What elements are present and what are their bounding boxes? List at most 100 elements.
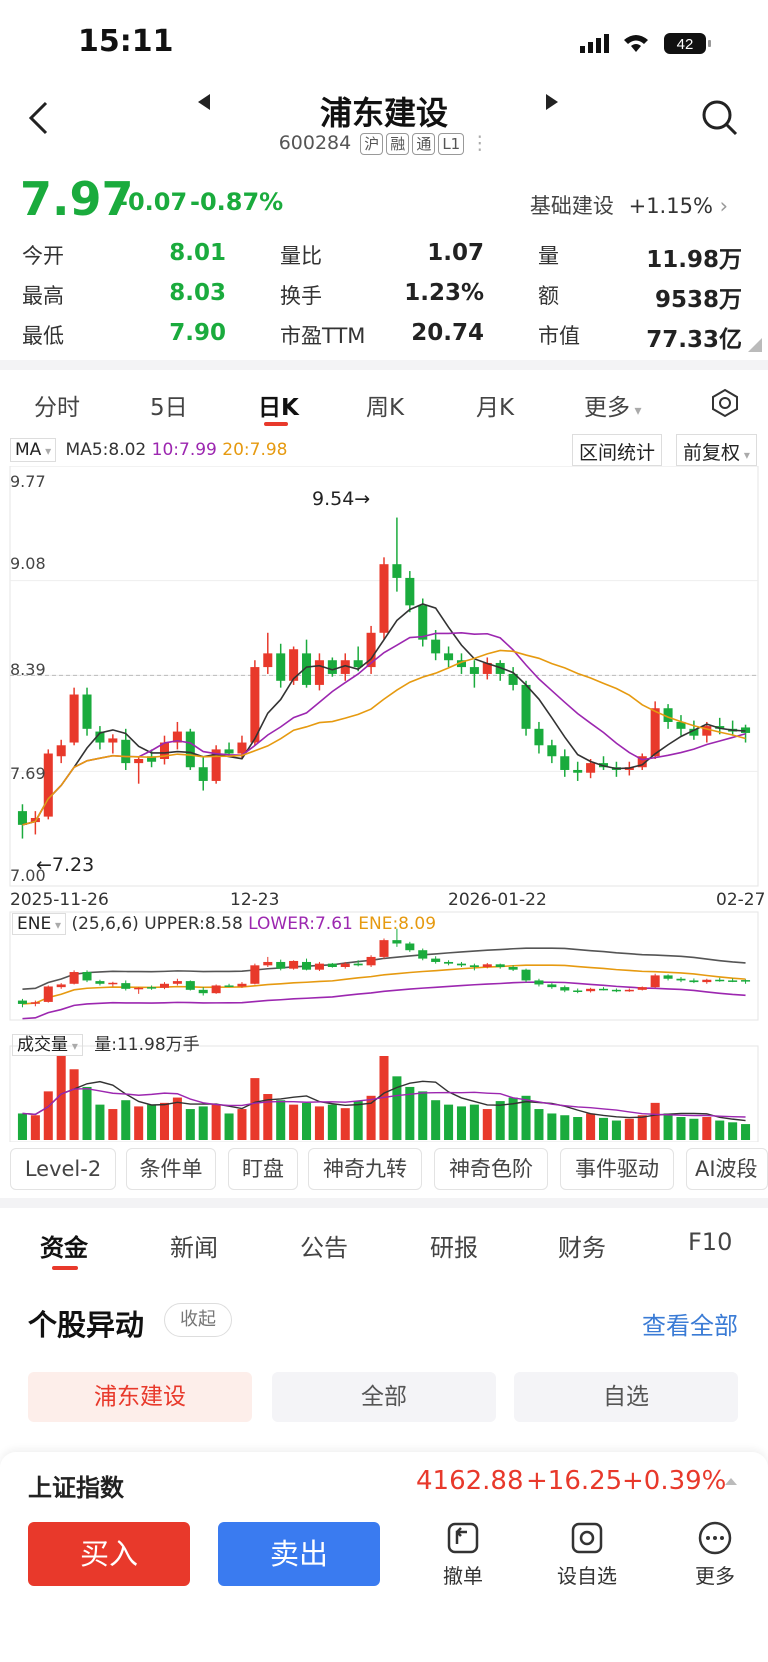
cellular-wifi-battery-icon: 42 [580, 33, 711, 54]
tab-weekly-k[interactable]: 周K [366, 395, 405, 421]
current-price: 7.97 [20, 172, 134, 226]
sector-link[interactable]: 基础建设 +1.15% › [530, 190, 728, 220]
ma10-value: 10:7.99 [151, 440, 217, 460]
ene-candle-body [289, 960, 299, 969]
tab-monthly-k[interactable]: 月K [476, 395, 515, 421]
tag-margin: 融 [386, 133, 410, 155]
tab-f10[interactable]: F10 [688, 1228, 733, 1256]
tab-announcements[interactable]: 公告 [300, 1234, 348, 1262]
view-all-link[interactable]: 查看全部 [642, 1312, 738, 1340]
more-dots-icon[interactable]: ⋮ [470, 132, 490, 154]
axis-label-bottom: 7.00 [10, 866, 46, 885]
adjust-button[interactable]: 前复权 ▾ [676, 434, 757, 466]
ene-candle-body [17, 1000, 27, 1004]
divider [0, 360, 768, 370]
stat-label-low: 最低 [22, 324, 64, 348]
tab-research[interactable]: 研报 [430, 1234, 478, 1262]
ene-candle-body [624, 989, 634, 992]
filter-stock[interactable]: 浦东建设 [28, 1372, 252, 1422]
tool-magic-nine[interactable]: 神奇九转 [308, 1148, 422, 1190]
ene-selector[interactable]: ENE ▾ [12, 913, 67, 935]
candle-body [663, 708, 673, 722]
tab-funds[interactable]: 资金 [40, 1234, 88, 1262]
prev-stock-icon[interactable] [196, 92, 212, 112]
volume-bar [624, 1118, 634, 1140]
axis-label-4: 7.69 [10, 764, 46, 783]
sector-change: +1.15% [628, 194, 713, 218]
volume-bar [198, 1106, 208, 1140]
settings-hex-icon[interactable] [710, 388, 740, 418]
cancel-order-button[interactable]: 撤单 [418, 1520, 508, 1589]
range-stats-button[interactable]: 区间统计 [572, 434, 663, 466]
tab-daily-k[interactable]: 日K [258, 395, 299, 421]
buy-button[interactable]: 买入 [28, 1522, 190, 1586]
volume-bar [276, 1100, 286, 1140]
volume-bar [211, 1104, 221, 1140]
index-bar[interactable]: 上证指数 4162.88 +16.25 +0.39% [0, 1452, 768, 1512]
volume-bar [611, 1120, 621, 1140]
sell-button[interactable]: 卖出 [218, 1522, 380, 1586]
next-stock-icon[interactable] [544, 92, 560, 112]
volume-bar [108, 1109, 118, 1140]
stat-label-open: 今开 [22, 244, 64, 268]
ene-candle-body [689, 980, 699, 983]
volume-bar [728, 1122, 738, 1140]
tool-condition-order[interactable]: 条件单 [126, 1148, 216, 1190]
ene-candle-body [134, 987, 144, 990]
volume-bar [95, 1104, 105, 1140]
kline-chart[interactable] [0, 466, 768, 1142]
axis-label-2: 9.08 [10, 554, 46, 573]
candle-body [95, 731, 105, 743]
volume-selector[interactable]: 成交量 ▾ [12, 1034, 83, 1056]
more-button[interactable]: 更多 [670, 1520, 760, 1589]
expand-corner-icon[interactable] [748, 338, 762, 352]
tool-watch[interactable]: 盯盘 [228, 1148, 298, 1190]
ene-candle-body [250, 965, 260, 984]
tool-magic-color[interactable]: 神奇色阶 [434, 1148, 548, 1190]
tool-level2[interactable]: Level-2 [10, 1148, 116, 1190]
search-icon[interactable] [700, 98, 740, 138]
candle-body [573, 769, 583, 773]
volume-bar [676, 1117, 686, 1140]
volume-bar [469, 1104, 479, 1140]
tab-5day[interactable]: 5日 [150, 395, 188, 421]
filter-watchlist[interactable]: 自选 [514, 1372, 738, 1422]
ma-selector[interactable]: MA ▾ [10, 438, 57, 462]
candle-body [134, 758, 144, 764]
tab-underline [264, 422, 288, 426]
tab-finance[interactable]: 财务 [558, 1234, 606, 1262]
tab-intraday[interactable]: 分时 [34, 395, 80, 421]
tab-news[interactable]: 新闻 [170, 1234, 218, 1262]
ene-candle-body [715, 979, 725, 982]
candle-body [69, 694, 79, 743]
volume-bar [302, 1102, 312, 1140]
ene-candle-body [431, 958, 441, 962]
volume-bar [534, 1109, 544, 1140]
volume-bar [560, 1115, 570, 1140]
tab-more[interactable]: 更多 ▾ [584, 395, 642, 421]
date-label-3: 2026-01-22 [448, 890, 547, 910]
date-label-2: 12-23 [230, 890, 280, 910]
tool-event-driven[interactable]: 事件驱动 [560, 1148, 674, 1190]
candle-body [353, 660, 363, 668]
stat-value-amount: 9538万 [654, 287, 742, 313]
candle-body [379, 564, 389, 633]
chevron-up-icon[interactable] [724, 1476, 738, 1486]
ene-candle-body [95, 981, 105, 984]
high-annotation: 9.54→ [312, 488, 371, 510]
ene-candle-body [211, 985, 221, 994]
ene-candle-body [276, 961, 286, 969]
stat-label-amount: 额 [538, 284, 559, 308]
stat-label-turnover: 换手 [280, 284, 322, 308]
ene-candle-body [147, 987, 157, 989]
candle-body [456, 660, 466, 668]
add-watchlist-button[interactable]: 设自选 [542, 1520, 632, 1589]
tag-level: L1 [438, 133, 465, 155]
candle-body [250, 667, 260, 743]
filter-all[interactable]: 全部 [272, 1372, 496, 1422]
tool-ai-band[interactable]: AI波段 [686, 1148, 768, 1190]
chevron-down-icon: ▾ [630, 403, 642, 419]
volume-bar [82, 1086, 92, 1140]
collapse-button[interactable]: 收起 [164, 1303, 232, 1337]
back-icon[interactable] [26, 100, 50, 136]
